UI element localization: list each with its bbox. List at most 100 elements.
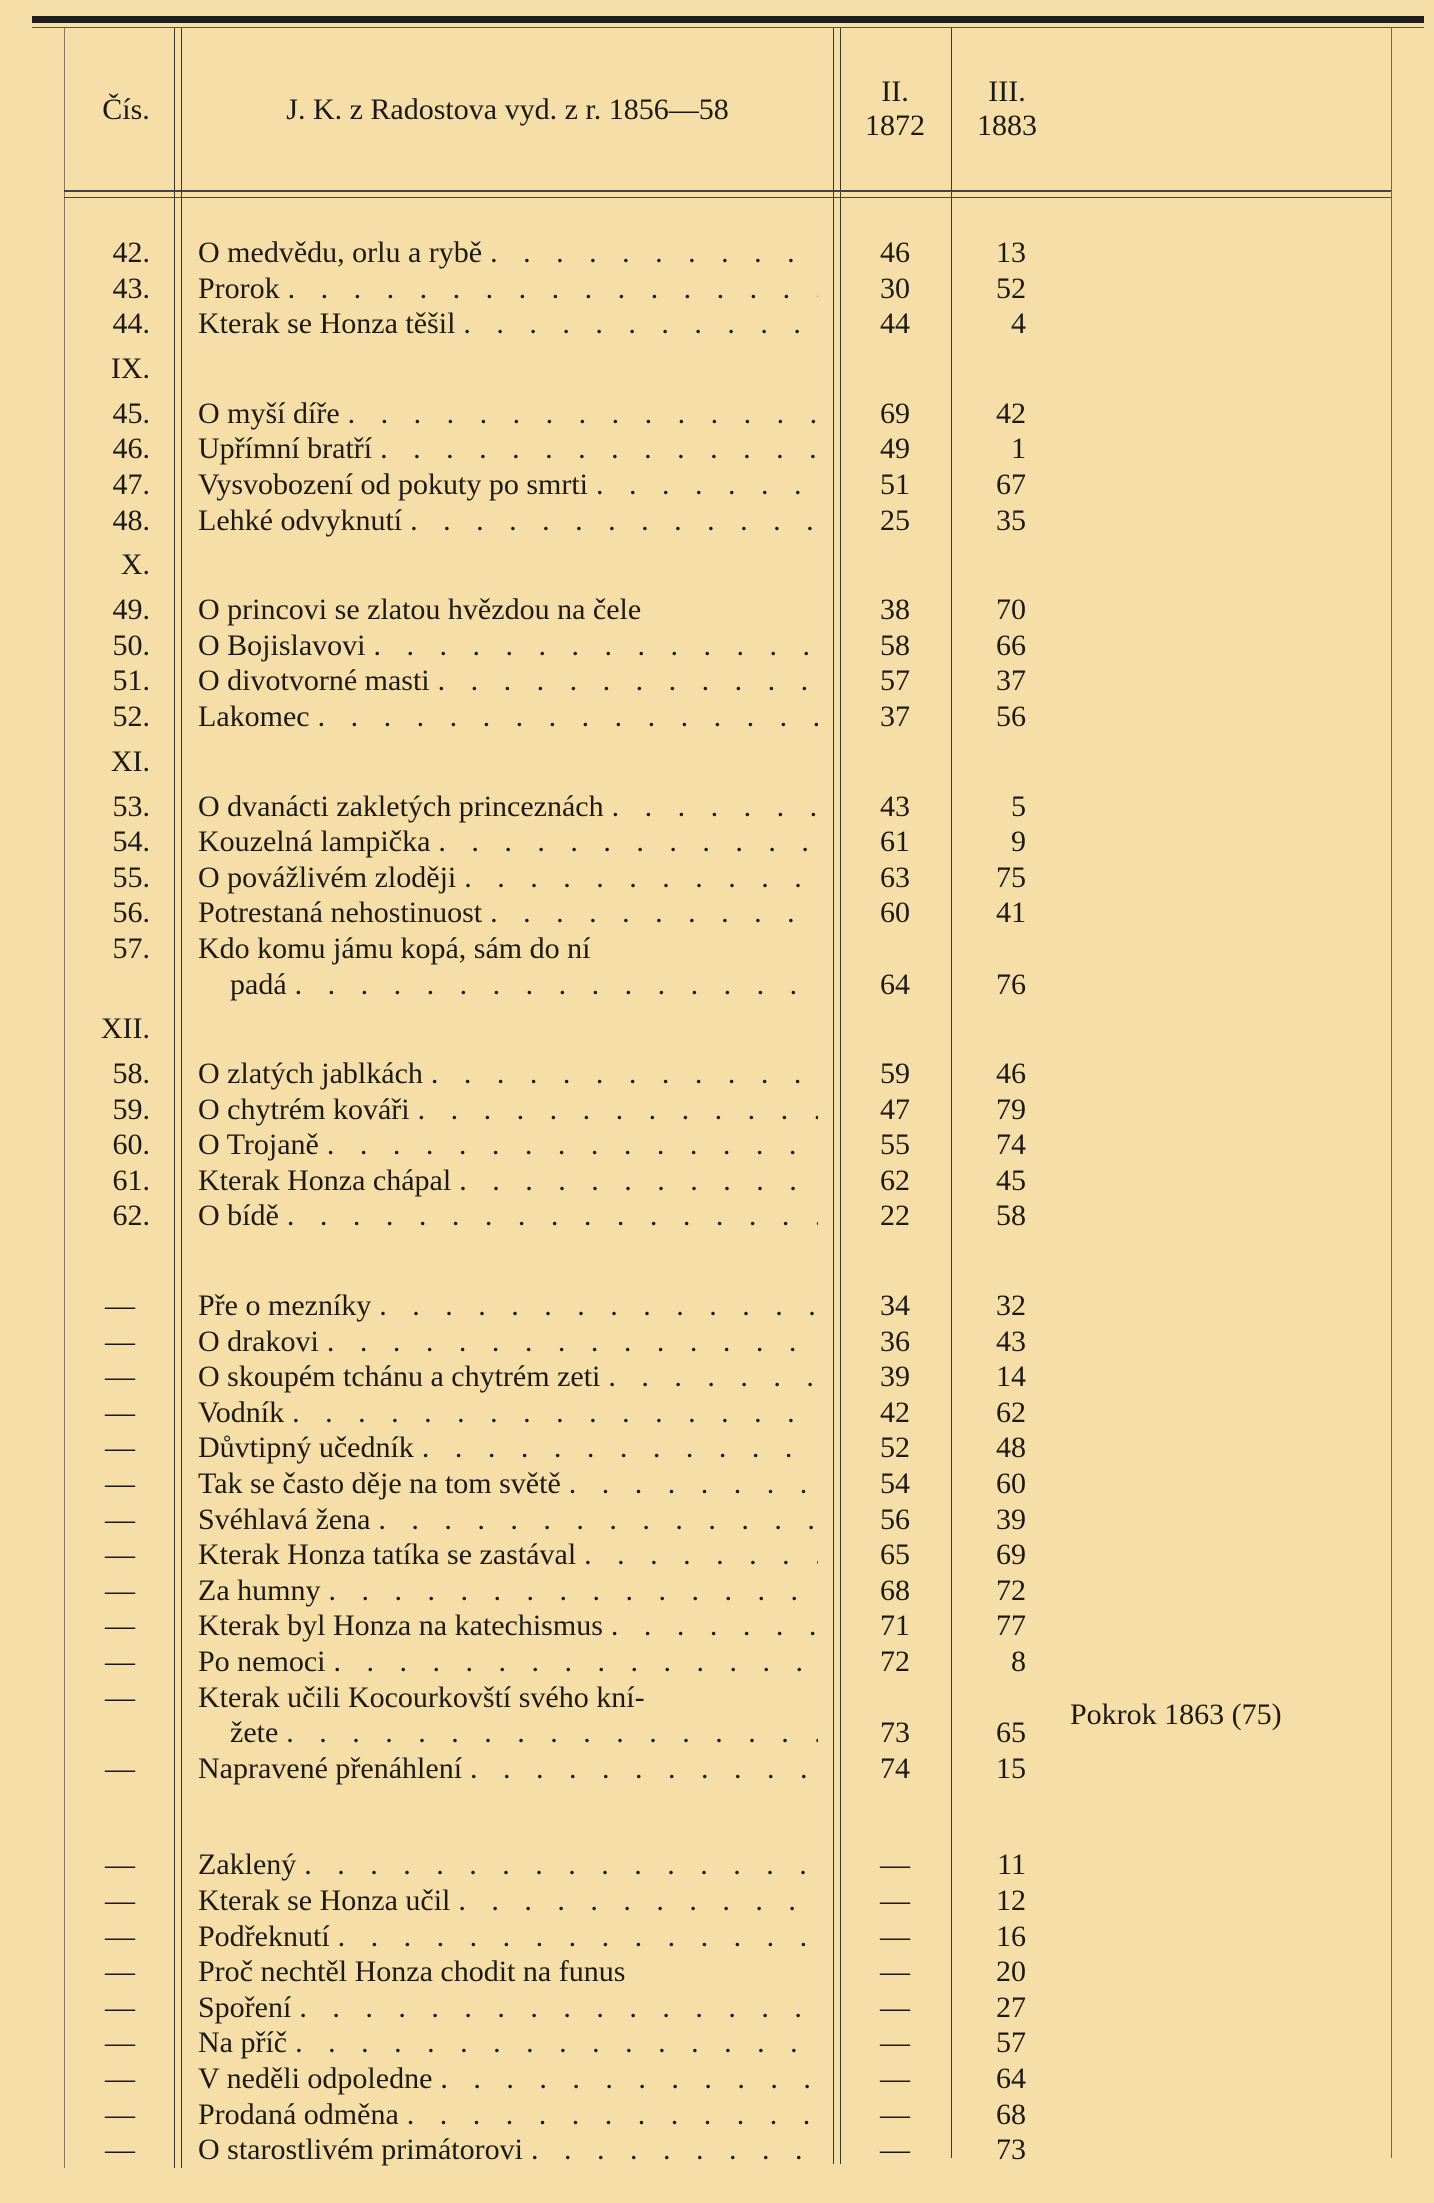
edition-iii-number: 43: [996, 1324, 1026, 1358]
row-number: —: [105, 2133, 135, 2167]
dot-leader: [399, 2097, 818, 2133]
row-number: 46.: [112, 432, 151, 466]
story-title-text: Pře o mezníky: [198, 1289, 372, 1323]
edition-iii-number: 32: [996, 1289, 1026, 1323]
story-title: Napravené přenáhlení: [198, 1751, 818, 1787]
edition-ii-number: 44: [880, 307, 910, 341]
table-row: 54. Kouzelná lampička 61 9: [0, 824, 1434, 860]
edition-ii-number: 25: [880, 503, 910, 537]
dot-leader: [291, 1990, 818, 2026]
edition-ii-number: 51: [880, 467, 910, 501]
story-title: Na příč: [198, 2025, 818, 2061]
dot-leader: [287, 967, 818, 1003]
row-number: —: [105, 1990, 135, 2024]
story-title: O drakovi: [198, 1324, 818, 1360]
story-title-text: Potrestaná nehostinuost: [198, 896, 483, 930]
table-row: 61. Kterak Honza chápal 62 45: [0, 1163, 1434, 1199]
story-title: Spoření: [198, 1990, 818, 2026]
table-row: — Tak se často děje na tom světě 54 60: [0, 1466, 1434, 1502]
row-number: —: [105, 1609, 135, 1643]
story-title-text: Kterak učili Kocourkovští svého kní-: [198, 1680, 645, 1714]
table-row: — O drakovi 36 43: [0, 1324, 1434, 1360]
dot-leader: [279, 1198, 818, 1234]
table-row: — O starostlivém primátorovi — 73: [0, 2132, 1434, 2168]
table-row: 43. Prorok 30 52: [0, 271, 1434, 307]
edition-ii-number: 57: [880, 664, 910, 698]
story-title-continuation: žete: [230, 1715, 818, 1751]
row-number: 57.: [112, 931, 151, 965]
row-number: —: [105, 2061, 135, 2095]
edition-iii-number: 39: [996, 1502, 1026, 1536]
dot-leader: [280, 271, 818, 307]
edition-iii-number: 70: [996, 593, 1026, 627]
row-number: —: [105, 1919, 135, 1953]
story-title: Prodaná odměna: [198, 2097, 818, 2133]
edition-ii-number: 55: [880, 1128, 910, 1162]
header-rule: [64, 190, 1391, 192]
edition-ii-number: —: [880, 1883, 910, 1917]
dot-leader: [430, 824, 818, 860]
dot-leader: [326, 1644, 819, 1680]
section-row: IX.: [0, 342, 1434, 396]
story-title-text: V neděli odpoledne: [198, 2061, 433, 2095]
edition-ii-number: 62: [880, 1163, 910, 1197]
story-title-text: Upřímní bratří: [198, 432, 373, 466]
row-number: —: [105, 1751, 135, 1785]
spacer-row: [0, 1234, 1434, 1288]
edition-ii-number: 30: [880, 271, 910, 305]
story-title: O myší díře: [198, 396, 818, 432]
edition-iii-number: 68: [996, 2097, 1026, 2131]
edition-iii-number: 62: [996, 1395, 1026, 1429]
edition-iii-number: 72: [996, 1573, 1026, 1607]
edition-ii-number: —: [880, 1919, 910, 1953]
story-title-text: Svéhlavá žena: [198, 1502, 371, 1536]
edition-iii-number: 35: [996, 503, 1026, 537]
table-row: — Na příč — 57: [0, 2025, 1434, 2061]
story-title: O povážlivém zloději: [198, 860, 818, 896]
story-title: O zlatých jablkách: [198, 1056, 818, 1092]
row-number: 51.: [112, 664, 151, 698]
story-title-text: O chytrém kováři: [198, 1092, 410, 1126]
story-title-text: O bídě: [198, 1199, 279, 1233]
edition-iii-number: 77: [996, 1609, 1026, 1643]
dot-leader: [523, 2132, 818, 2168]
story-title: Vysvobození od pokuty po smrti: [198, 467, 818, 503]
dot-leader: [451, 1163, 818, 1199]
edition-ii-number: 60: [880, 896, 910, 930]
table-row: 51. O divotvorné masti 57 37: [0, 663, 1434, 699]
column-divider: [840, 28, 841, 2164]
table-left-border: [64, 28, 65, 2168]
dot-leader: [432, 2061, 818, 2097]
story-title-text: O zlatých jablkách: [198, 1057, 423, 1091]
edition-iii-number: 67: [996, 467, 1026, 501]
edition-iii-number: 58: [996, 1199, 1026, 1233]
edition-ii-number: 22: [880, 1199, 910, 1233]
story-title: Prorok: [198, 271, 818, 307]
story-title-text: Lehké odvyknutí: [198, 503, 403, 537]
story-title: O Trojaně: [198, 1127, 818, 1163]
dot-leader: [430, 663, 818, 699]
story-title: Potrestaná nehostinuost: [198, 895, 818, 931]
table-row: — Kterak byl Honza na katechismus 71 77: [0, 1608, 1434, 1644]
edition-ii-number: 39: [880, 1360, 910, 1394]
story-title: O princovi se zlatou hvězdou na čele: [198, 592, 818, 628]
edition-ii-number: 56: [880, 1502, 910, 1536]
dot-leader: [600, 1359, 818, 1395]
story-title-text: Kterak se Honza učil: [198, 1883, 451, 1917]
story-title: O chytrém kováři: [198, 1092, 818, 1128]
story-title: Důvtipný učedník: [198, 1430, 818, 1466]
story-title: Kterak Honza chápal: [198, 1163, 818, 1199]
story-title-text: O Bojislavovi: [198, 628, 366, 662]
edition-iii-number: 75: [996, 860, 1026, 894]
dot-leader: [340, 396, 818, 432]
story-title: Proč nechtěl Honza chodit na funus: [198, 1954, 818, 1990]
row-number: 59.: [112, 1092, 151, 1126]
story-title-text: Spoření: [198, 1990, 292, 2024]
story-title-text: Vodník: [198, 1395, 285, 1429]
dot-leader: [450, 1883, 818, 1919]
edition-ii-number: —: [880, 1848, 910, 1882]
story-title: Kouzelná lampička: [198, 824, 818, 860]
dot-leader: [278, 1715, 818, 1751]
story-title-text: Proč nechtěl Honza chodit na funus: [198, 1955, 626, 1989]
row-number: —: [105, 1395, 135, 1429]
